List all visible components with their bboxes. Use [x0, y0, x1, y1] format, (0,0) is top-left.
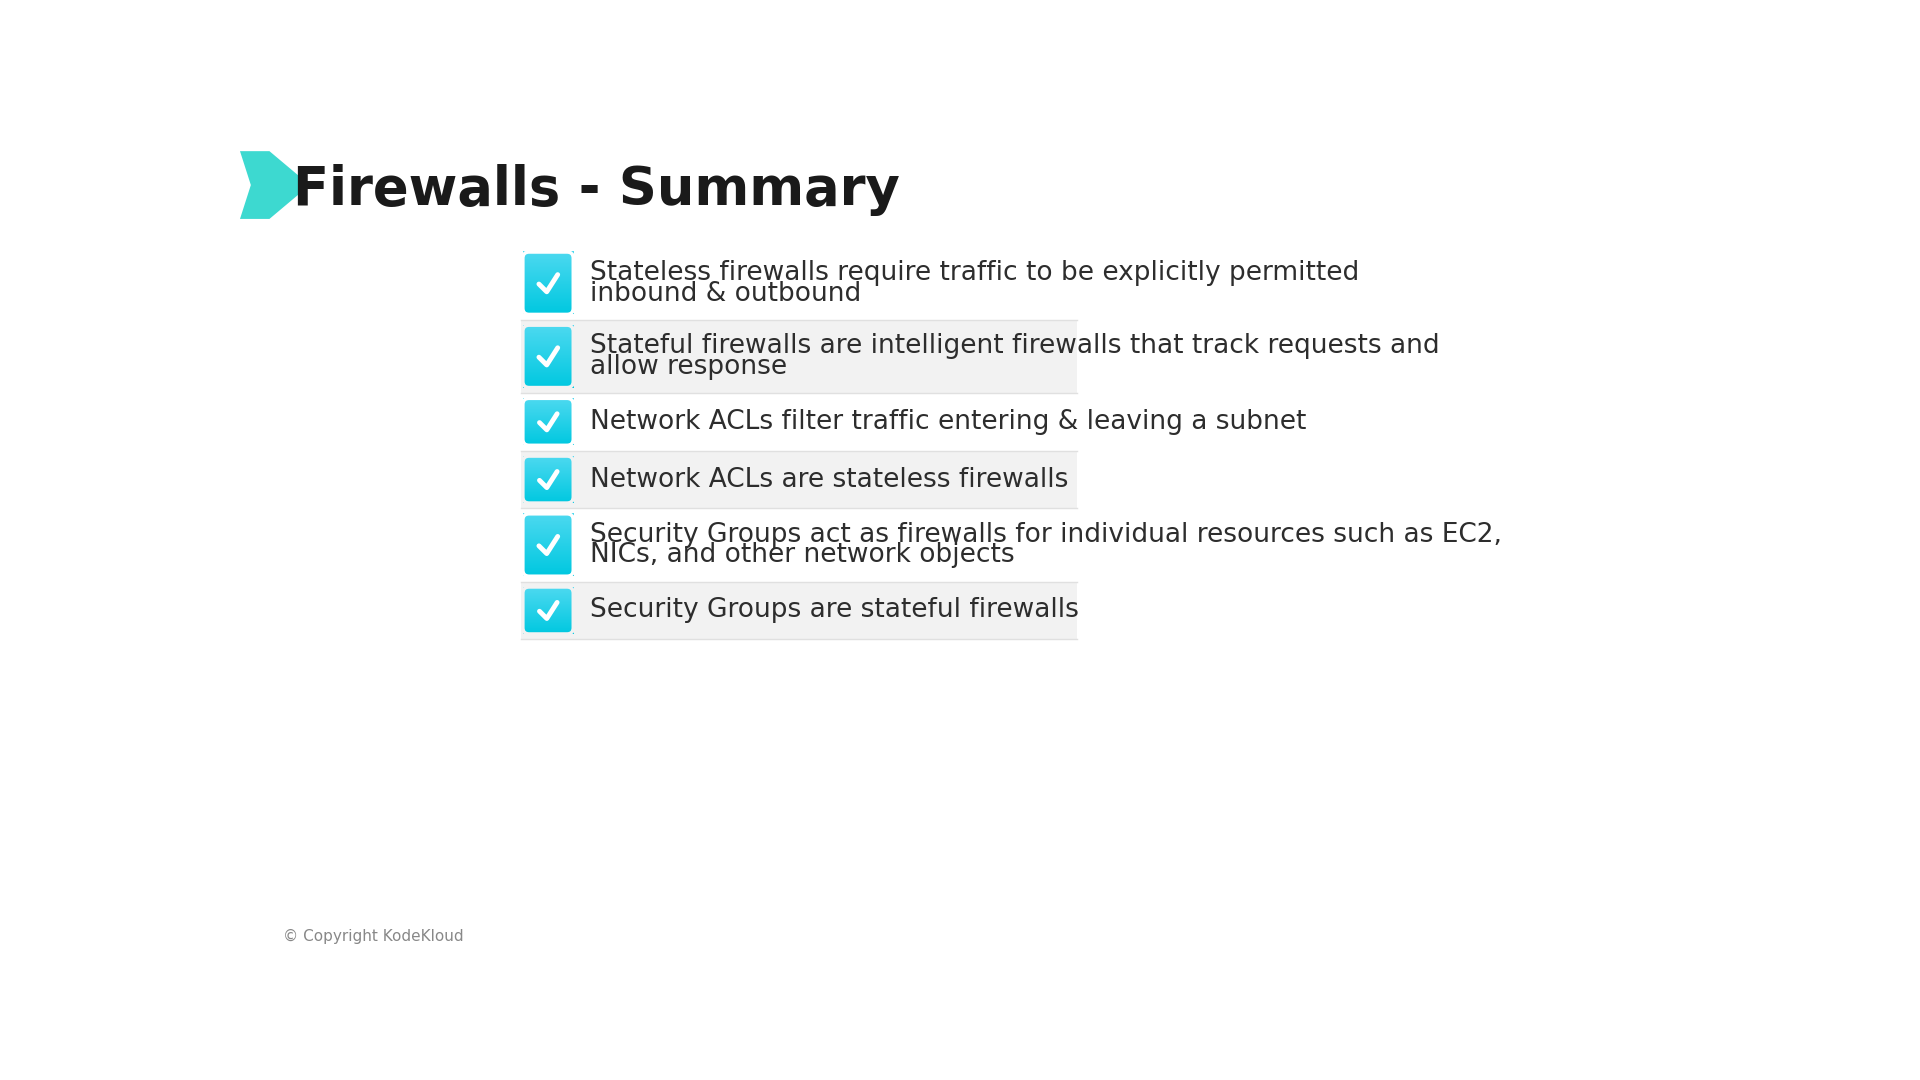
Text: Stateful firewalls are intelligent firewalls that track requests and: Stateful firewalls are intelligent firew…: [589, 333, 1440, 359]
Bar: [520, 582, 1077, 639]
Text: Firewalls - Summary: Firewalls - Summary: [292, 164, 900, 216]
Bar: [520, 320, 1077, 393]
Text: © Copyright KodeKloud: © Copyright KodeKloud: [282, 929, 463, 944]
Bar: [520, 450, 1077, 509]
Text: inbound & outbound: inbound & outbound: [589, 281, 862, 307]
Bar: [520, 509, 1077, 582]
Text: allow response: allow response: [589, 354, 787, 380]
Text: Security Groups act as firewalls for individual resources such as EC2,: Security Groups act as firewalls for ind…: [589, 522, 1501, 548]
Polygon shape: [240, 151, 309, 219]
Text: Stateless firewalls require traffic to be explicitly permitted: Stateless firewalls require traffic to b…: [589, 260, 1359, 286]
Text: NICs, and other network objects: NICs, and other network objects: [589, 542, 1016, 568]
Text: Network ACLs are stateless firewalls: Network ACLs are stateless firewalls: [589, 467, 1069, 492]
Bar: [520, 246, 1077, 320]
Text: Network ACLs filter traffic entering & leaving a subnet: Network ACLs filter traffic entering & l…: [589, 409, 1308, 435]
Bar: [520, 393, 1077, 450]
Text: Security Groups are stateful firewalls: Security Groups are stateful firewalls: [589, 597, 1079, 623]
